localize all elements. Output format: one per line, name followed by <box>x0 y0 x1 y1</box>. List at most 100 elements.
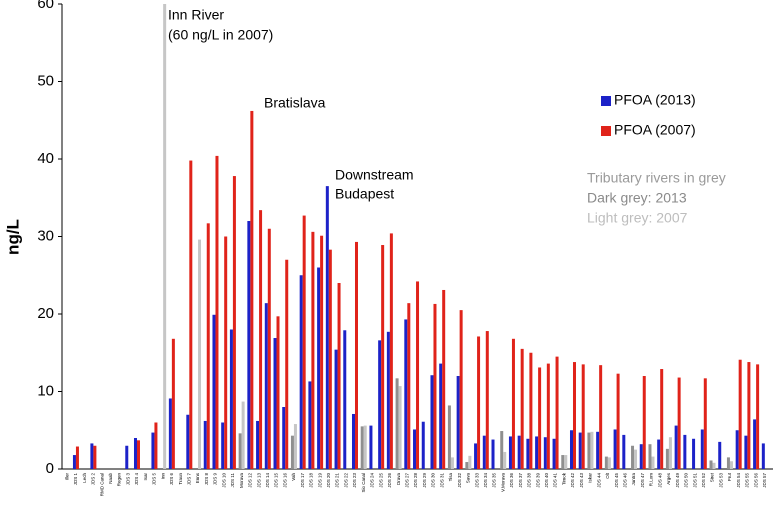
x-tick-label: JDS 49 <box>675 473 680 488</box>
bar <box>151 432 155 469</box>
bar <box>709 460 713 469</box>
bar <box>491 439 495 469</box>
bar <box>520 348 524 469</box>
bar <box>700 429 704 469</box>
x-tick-label: JDS 41 <box>553 473 558 488</box>
y-axis-label: ng/L <box>3 219 22 255</box>
bar <box>189 160 193 470</box>
x-tick-label: JDS 8 <box>204 473 209 486</box>
x-tick-label: Vah <box>291 473 296 481</box>
bar <box>581 364 585 469</box>
bar <box>726 457 730 469</box>
x-tick-label: JDS 48 <box>657 473 662 488</box>
bar <box>407 303 411 469</box>
bar <box>648 444 652 469</box>
bar <box>186 414 190 469</box>
bar <box>311 231 315 469</box>
bar <box>651 456 655 469</box>
bar <box>477 336 481 469</box>
bar <box>285 259 289 469</box>
x-tick-label: Arges <box>666 472 671 485</box>
bar <box>317 267 321 469</box>
x-tick-label: JDS 7 <box>186 473 191 486</box>
x-tick-label: JDS 5 <box>152 473 157 486</box>
bar <box>756 364 760 469</box>
x-tick-label: JDS 19 <box>317 473 322 488</box>
x-tick-label: Sio Canal <box>361 473 366 493</box>
bar <box>168 398 172 469</box>
x-tick-label: JDS 51 <box>692 473 697 488</box>
y-tick-label: 50 <box>37 72 54 89</box>
x-tick-label: JDS 36 <box>509 473 514 488</box>
bar <box>229 329 233 469</box>
bar <box>703 378 707 469</box>
x-tick-label: JDS 22 <box>343 473 348 488</box>
bar <box>613 429 617 469</box>
x-tick-label: Enns <box>195 472 200 483</box>
x-tick-label: Prut <box>727 472 732 481</box>
bar <box>538 367 542 469</box>
bar <box>282 407 286 469</box>
bar <box>290 435 294 469</box>
annotation: Tributary rivers in grey <box>587 170 726 186</box>
bar <box>334 349 338 469</box>
bar <box>546 363 550 469</box>
bar <box>447 405 451 469</box>
bar <box>369 425 373 469</box>
bar <box>569 430 573 469</box>
bar <box>634 449 638 469</box>
bar <box>639 444 643 469</box>
bar <box>325 186 329 469</box>
bar <box>450 457 454 469</box>
bar <box>485 331 489 469</box>
bar <box>459 310 463 469</box>
x-tick-label: JDS 29 <box>422 473 427 488</box>
bar <box>590 431 594 469</box>
bar <box>171 338 175 469</box>
bar <box>293 424 297 469</box>
bar <box>692 438 696 469</box>
bar <box>511 338 515 469</box>
bar <box>604 456 608 469</box>
bar <box>503 451 507 469</box>
bar <box>154 422 158 469</box>
bar <box>328 249 332 469</box>
bar <box>389 233 393 469</box>
legend-label: PFOA (2013) <box>614 92 696 108</box>
x-tick-label: JDS 32 <box>457 473 462 488</box>
x-tick-label: JDS 18 <box>309 473 314 488</box>
x-tick-label: JDS 20 <box>326 473 331 488</box>
bar <box>232 176 236 470</box>
bar <box>302 215 306 469</box>
x-tick-label: Siret <box>710 472 715 482</box>
x-tick-label: JDS 52 <box>701 473 706 488</box>
legend-swatch <box>601 96 611 106</box>
x-tick-label: Inn <box>160 473 165 480</box>
x-tick-label: RMD Canal <box>99 473 104 496</box>
legend-swatch <box>601 126 611 136</box>
bar <box>552 438 556 469</box>
bar <box>465 462 469 469</box>
x-tick-label: JDS 12 <box>248 473 253 488</box>
x-tick-label: JDS 2 <box>91 473 96 486</box>
x-tick-label: JDS 35 <box>492 473 497 488</box>
bar <box>729 461 733 469</box>
x-tick-label: JDS 43 <box>579 473 584 488</box>
x-tick-label: JDS 55 <box>745 473 750 488</box>
x-tick-label: JDS 42 <box>570 473 575 488</box>
y-tick-label: 30 <box>37 227 54 244</box>
bar <box>404 319 408 469</box>
x-tick-label: JDS 54 <box>736 473 741 488</box>
x-tick-label: R.Lom <box>649 473 654 487</box>
bar <box>241 401 245 469</box>
bar <box>508 436 512 469</box>
bar <box>665 448 669 469</box>
bar <box>203 420 207 469</box>
bar <box>299 275 303 469</box>
bar <box>642 376 646 469</box>
bar <box>535 436 539 469</box>
bar <box>413 429 417 469</box>
x-tick-label: JDS 9 <box>213 473 218 486</box>
bar <box>712 462 716 469</box>
